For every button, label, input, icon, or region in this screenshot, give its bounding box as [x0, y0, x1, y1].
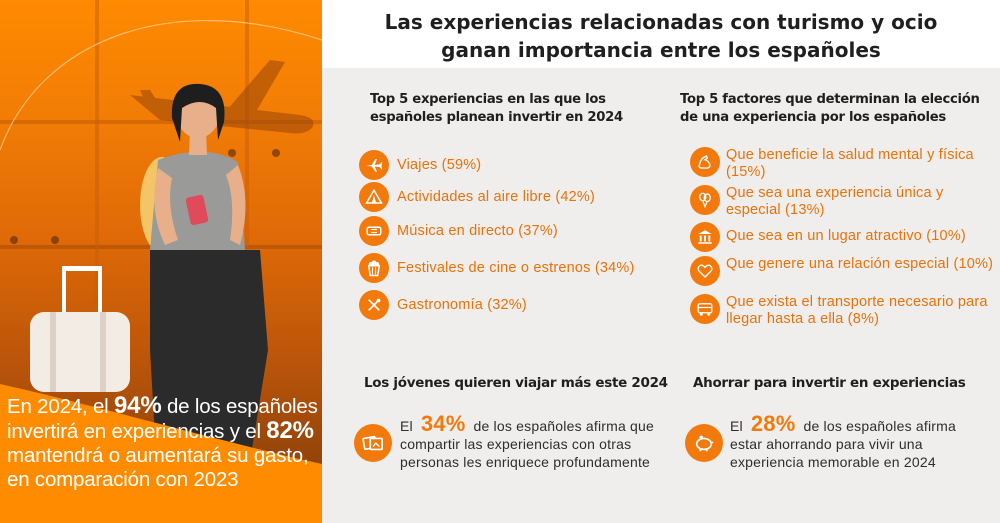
experiences-title: Top 5 experiencias en las que los españo… [370, 92, 623, 125]
factor-item-unica: Que sea una experiencia única y especial… [690, 185, 998, 219]
plane-icon [359, 150, 389, 180]
young-stat-percent: 34% [420, 411, 466, 436]
factor-item-lugar: Que sea en un lugar atractivo (10%) [690, 222, 998, 252]
hearts-icon [690, 256, 720, 286]
factors-title: Top 5 factores que determinan la elecció… [680, 92, 980, 125]
stat-94-percent: 94% [114, 392, 162, 419]
factor-item-relacion: Que genere una relación especial (10%) [690, 256, 998, 286]
stat-82-percent: 82% [266, 417, 314, 444]
tent-icon [359, 182, 389, 212]
saving-stat-percent: 28% [750, 411, 796, 436]
illustration-panel: En 2024, el 94% de los españoles inverti… [0, 0, 322, 523]
factor-item-salud: Que beneficie la salud mental y física (… [690, 147, 998, 181]
saving-stat-text: El 28% de los españoles afirma estar ahorr… [730, 411, 956, 471]
young-stat-text: El 34% de los españoles afirma que compart… [400, 411, 655, 471]
experience-item-cine: Festivales de cine o estrenos (34%) [359, 253, 635, 283]
bus-icon [690, 294, 720, 324]
popcorn-icon [359, 253, 389, 283]
monument-icon [690, 222, 720, 252]
suitcase [30, 266, 130, 392]
muscle-icon [690, 147, 720, 177]
young-section-title: Los jóvenes quieren viajar más este 2024 [364, 375, 668, 391]
ticket-icon [359, 216, 389, 246]
experience-item-gastronomia: Gastronomía (32%) [359, 290, 527, 320]
experience-item-musica: Música en directo (37%) [359, 216, 558, 246]
cutlery-icon [359, 290, 389, 320]
photos-icon [354, 424, 392, 462]
piggy-bank-icon [685, 424, 723, 462]
page-title: Las experiencias relacionadas con turism… [384, 10, 938, 62]
experience-item-viajes: Viajes (59%) [359, 150, 481, 180]
factor-item-transporte: Que exista el transporte necesario para … [690, 294, 998, 328]
stat-background [0, 384, 322, 523]
experience-item-aire-libre: Actividades al aire libre (42%) [359, 182, 595, 212]
content-panel [322, 68, 1000, 523]
saving-section-title: Ahorrar para invertir en experiencias [693, 375, 966, 391]
main-stat-text: En 2024, el 94% de los españoles inverti… [7, 392, 318, 492]
balloons-icon [690, 185, 720, 215]
